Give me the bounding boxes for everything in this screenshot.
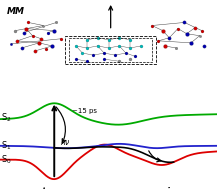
Text: hν: hν [61,138,70,147]
Text: S$_1$: S$_1$ [1,140,12,152]
Bar [69,38,152,62]
Text: ~15 ps: ~15 ps [72,108,97,114]
Text: cis: cis [163,187,176,189]
Text: MM: MM [7,7,25,16]
Text: S$_0$: S$_0$ [1,153,12,166]
Bar [65,36,156,64]
Text: S$_2$: S$_2$ [1,112,12,124]
Text: trans: trans [42,187,67,189]
